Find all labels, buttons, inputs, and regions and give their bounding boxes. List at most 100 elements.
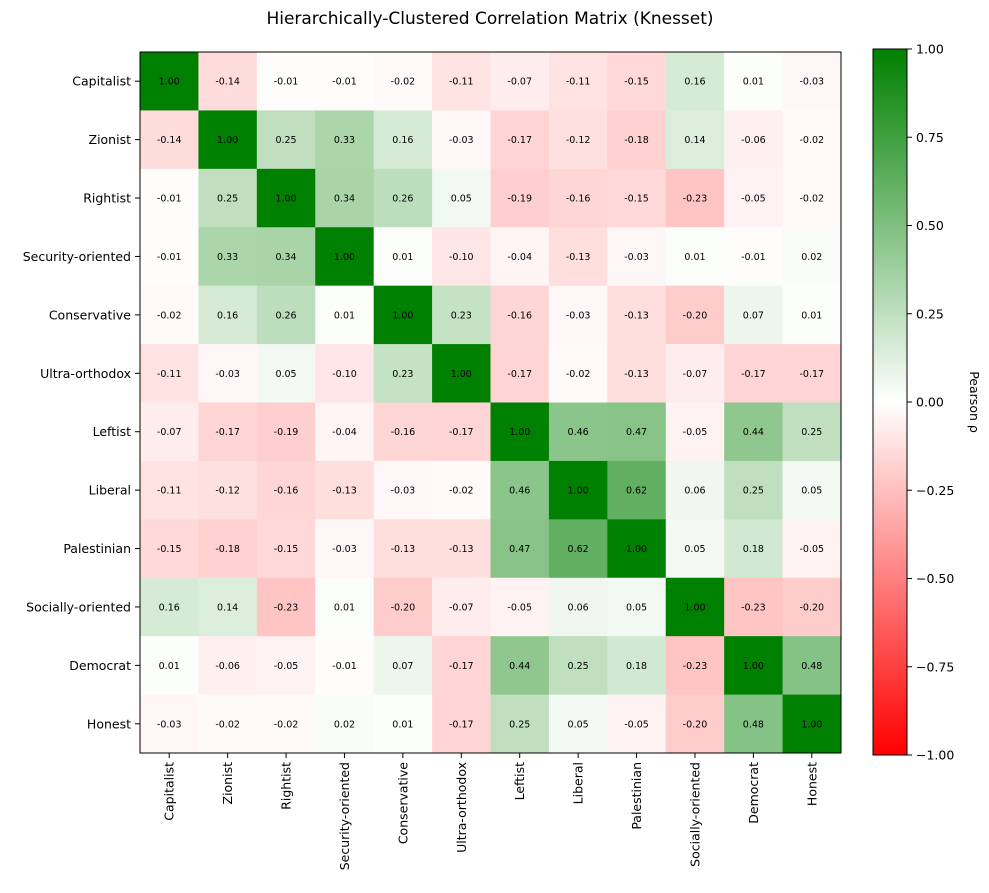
- heatmap-cell: [373, 402, 433, 462]
- cell-value-label: 0.06: [568, 602, 589, 613]
- heatmap-cell: [256, 52, 316, 111]
- cell-value-label: -0.04: [332, 427, 357, 438]
- cell-value-label: -0.17: [449, 661, 474, 672]
- cell-value-label: 0.26: [275, 310, 296, 321]
- x-tick-label: Palestinian: [629, 762, 644, 830]
- heatmap-cell: [315, 636, 375, 695]
- y-tick-label: Security-oriented: [23, 249, 131, 264]
- heatmap-cell: [432, 519, 491, 579]
- cell-value-label: -0.06: [741, 135, 766, 146]
- cell-value-label: 0.05: [801, 486, 822, 497]
- heatmap-cell: [373, 519, 433, 579]
- chart-title: Hierarchically-Clustered Correlation Mat…: [266, 9, 713, 29]
- colorbar-tick-label: 0.25: [916, 306, 944, 321]
- cell-value-label: 0.47: [626, 427, 647, 438]
- cell-value-label: -0.03: [624, 252, 649, 263]
- colorbar-label: Pearson ρ: [967, 371, 982, 433]
- heatmap-cell: [665, 694, 725, 754]
- cell-value-label: -0.05: [741, 194, 766, 205]
- cell-value-label: 0.33: [334, 135, 355, 146]
- heatmap-cells: [140, 52, 842, 754]
- cell-value-label: 0.05: [568, 719, 589, 730]
- cell-value-label: -0.07: [449, 602, 474, 613]
- heatmap-cell: [665, 285, 725, 345]
- colorbar-tick-label: 0.00: [916, 395, 944, 410]
- heatmap-cell: [548, 227, 608, 287]
- heatmap-cell: [782, 460, 842, 520]
- cell-value-label: -0.13: [391, 544, 416, 555]
- heatmap-cell: [315, 344, 375, 403]
- heatmap-cell: [432, 402, 491, 462]
- heatmap-cell: [140, 402, 199, 462]
- heatmap-cell: [607, 285, 667, 345]
- cell-value-label: -0.20: [683, 310, 708, 321]
- heatmap-cell: [373, 577, 433, 637]
- heatmap-cell: [432, 52, 491, 111]
- cell-value-label: 0.23: [451, 310, 472, 321]
- cell-value-label: 0.02: [334, 719, 355, 730]
- heatmap-cell: [432, 577, 491, 637]
- y-axis: Capitalist Zionist Rightist Security-orient…: [23, 74, 140, 731]
- cell-value-label: -0.05: [624, 719, 649, 730]
- cell-value-label: -0.13: [332, 486, 357, 497]
- cell-value-label: -0.17: [507, 135, 532, 146]
- cell-value-label: 0.25: [743, 486, 764, 497]
- y-tick-label: Conservative: [49, 307, 131, 322]
- cell-value-label: -0.16: [391, 427, 416, 438]
- heatmap-cell: [198, 344, 258, 403]
- heatmap-cell: [432, 344, 491, 403]
- heatmap-cell: [373, 168, 433, 228]
- cell-value-label: -0.13: [566, 252, 591, 263]
- y-tick-label: Palestinian: [63, 541, 131, 556]
- heatmap-cell: [665, 636, 725, 695]
- x-tick-label: Ultra-orthodox: [454, 762, 469, 853]
- cell-value-label: -0.05: [274, 661, 299, 672]
- cell-value-label: -0.20: [391, 602, 416, 613]
- heatmap-cell: [665, 344, 725, 403]
- heatmap-cell: [315, 460, 375, 520]
- y-tick-label: Rightist: [83, 191, 131, 206]
- heatmap-cell: [607, 519, 667, 579]
- x-tick-label: Honest: [804, 762, 819, 806]
- cell-value-label: 0.25: [568, 661, 589, 672]
- cell-value-label: -0.02: [157, 310, 182, 321]
- cell-value-label: -0.13: [624, 369, 649, 380]
- heatmap-cell: [198, 168, 258, 228]
- cell-value-label: -0.18: [624, 135, 649, 146]
- cell-value-label: -0.15: [157, 544, 182, 555]
- heatmap-cell: [432, 636, 491, 695]
- cell-value-label: 1.00: [217, 135, 238, 146]
- x-tick-label: Security-oriented: [337, 762, 352, 870]
- heatmap-cell: [548, 344, 608, 403]
- cell-value-label: 0.44: [509, 661, 530, 672]
- cell-value-label: 0.62: [568, 544, 589, 555]
- heatmap-cell: [665, 168, 725, 228]
- cell-value-label: 0.01: [159, 661, 180, 672]
- x-tick-label: Conservative: [395, 762, 410, 844]
- cell-value-label: -0.17: [799, 369, 824, 380]
- cell-value-label: -0.06: [215, 661, 240, 672]
- heatmap-cell: [315, 110, 375, 170]
- heatmap-cell: [490, 168, 550, 228]
- heatmap-cell: [548, 519, 608, 579]
- cell-value-label: -0.02: [215, 719, 240, 730]
- heatmap-cell: [315, 519, 375, 579]
- y-tick-label: Democrat: [69, 658, 131, 673]
- cell-value-label: -0.11: [449, 77, 474, 88]
- cell-value-label: 0.25: [801, 427, 822, 438]
- cell-value-label: 0.23: [392, 369, 413, 380]
- heatmap-cell: [315, 227, 375, 287]
- colorbar-tick-label: −1.00: [916, 748, 954, 763]
- heatmap-cell: [724, 636, 783, 695]
- colorbar-tick-label: 0.75: [916, 130, 944, 145]
- heatmap-cell: [198, 694, 258, 754]
- heatmap-cell: [490, 577, 550, 637]
- cell-value-label: 0.05: [684, 544, 705, 555]
- heatmap-cell: [665, 110, 725, 170]
- heatmap-cell: [140, 519, 199, 579]
- x-tick-label: Liberal: [571, 762, 586, 804]
- heatmap-cell: [373, 110, 433, 170]
- cell-value-label: -0.11: [157, 486, 182, 497]
- x-tick-label: Capitalist: [162, 762, 177, 821]
